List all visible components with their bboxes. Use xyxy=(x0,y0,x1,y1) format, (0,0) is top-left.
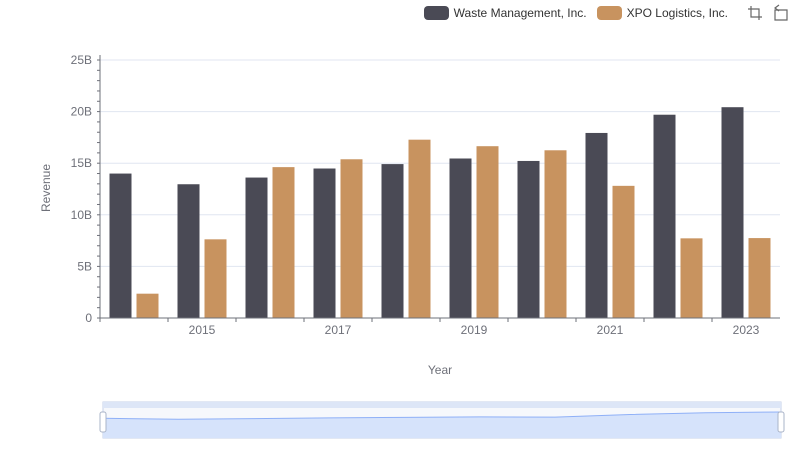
bar-waste-management xyxy=(381,164,404,318)
legend-item-waste-management[interactable]: Waste Management, Inc. xyxy=(423,6,587,20)
bar-waste-management xyxy=(245,177,268,318)
zoom-reset-icon[interactable] xyxy=(772,4,790,22)
y-tick-label: 25B xyxy=(71,53,92,67)
y-tick-label: 0 xyxy=(85,311,92,325)
grid-lines xyxy=(100,59,780,267)
zoom-handle-right xyxy=(777,411,785,433)
bar-waste-management xyxy=(721,107,744,319)
x-tick-label: 2019 xyxy=(461,323,488,337)
legend-label: XPO Logistics, Inc. xyxy=(626,6,728,20)
x-axis-label: Year xyxy=(428,363,452,377)
bar-xpo-logistics xyxy=(680,238,703,318)
bar-waste-management xyxy=(177,184,200,318)
x-tick-label: 2017 xyxy=(325,323,352,337)
zoom-drag-bar xyxy=(103,402,781,408)
x-tick-label: 2023 xyxy=(733,323,760,337)
y-axis-label: Revenue xyxy=(39,164,53,212)
bar-xpo-logistics xyxy=(544,150,567,318)
zoom-line xyxy=(102,411,782,420)
legend-swatch-icon xyxy=(596,6,622,20)
legend-label: Waste Management, Inc. xyxy=(453,6,587,20)
bar-waste-management xyxy=(653,114,676,318)
zoom-select-icon[interactable] xyxy=(746,4,764,22)
bar-waste-management xyxy=(517,160,540,318)
toolbox xyxy=(738,4,790,22)
bar-waste-management xyxy=(109,173,132,318)
y-tick-label: 10B xyxy=(71,208,92,222)
bar-xpo-logistics xyxy=(408,139,431,318)
bars xyxy=(109,107,771,319)
legend-item-xpo-logistics[interactable]: XPO Logistics, Inc. xyxy=(596,6,728,20)
legend: Waste Management, Inc. XPO Logistics, In… xyxy=(423,4,790,22)
bar-xpo-logistics xyxy=(476,146,499,318)
y-tick-label: 15B xyxy=(71,156,92,170)
y-tick-label: 5B xyxy=(77,259,92,273)
bar-waste-management xyxy=(313,168,336,318)
x-tick-label: 2015 xyxy=(189,323,216,337)
zoom-handle-left xyxy=(99,411,107,433)
bar-waste-management xyxy=(585,132,608,318)
bar-waste-management xyxy=(449,158,472,318)
bar-xpo-logistics xyxy=(340,159,363,318)
x-tick-label: 2021 xyxy=(597,323,624,337)
axes: 0 5B 10B 15B 20B 25B 2015 2017 2019 2021 2023 xyxy=(71,53,780,337)
data-zoom-slider[interactable] xyxy=(99,401,785,439)
bar-xpo-logistics xyxy=(272,167,295,318)
bar-xpo-logistics xyxy=(748,238,771,318)
bar-xpo-logistics xyxy=(204,239,227,318)
bar-xpo-logistics xyxy=(136,293,159,318)
bar-xpo-logistics xyxy=(612,185,635,318)
legend-swatch-icon xyxy=(423,6,449,20)
y-tick-label: 20B xyxy=(71,105,92,119)
